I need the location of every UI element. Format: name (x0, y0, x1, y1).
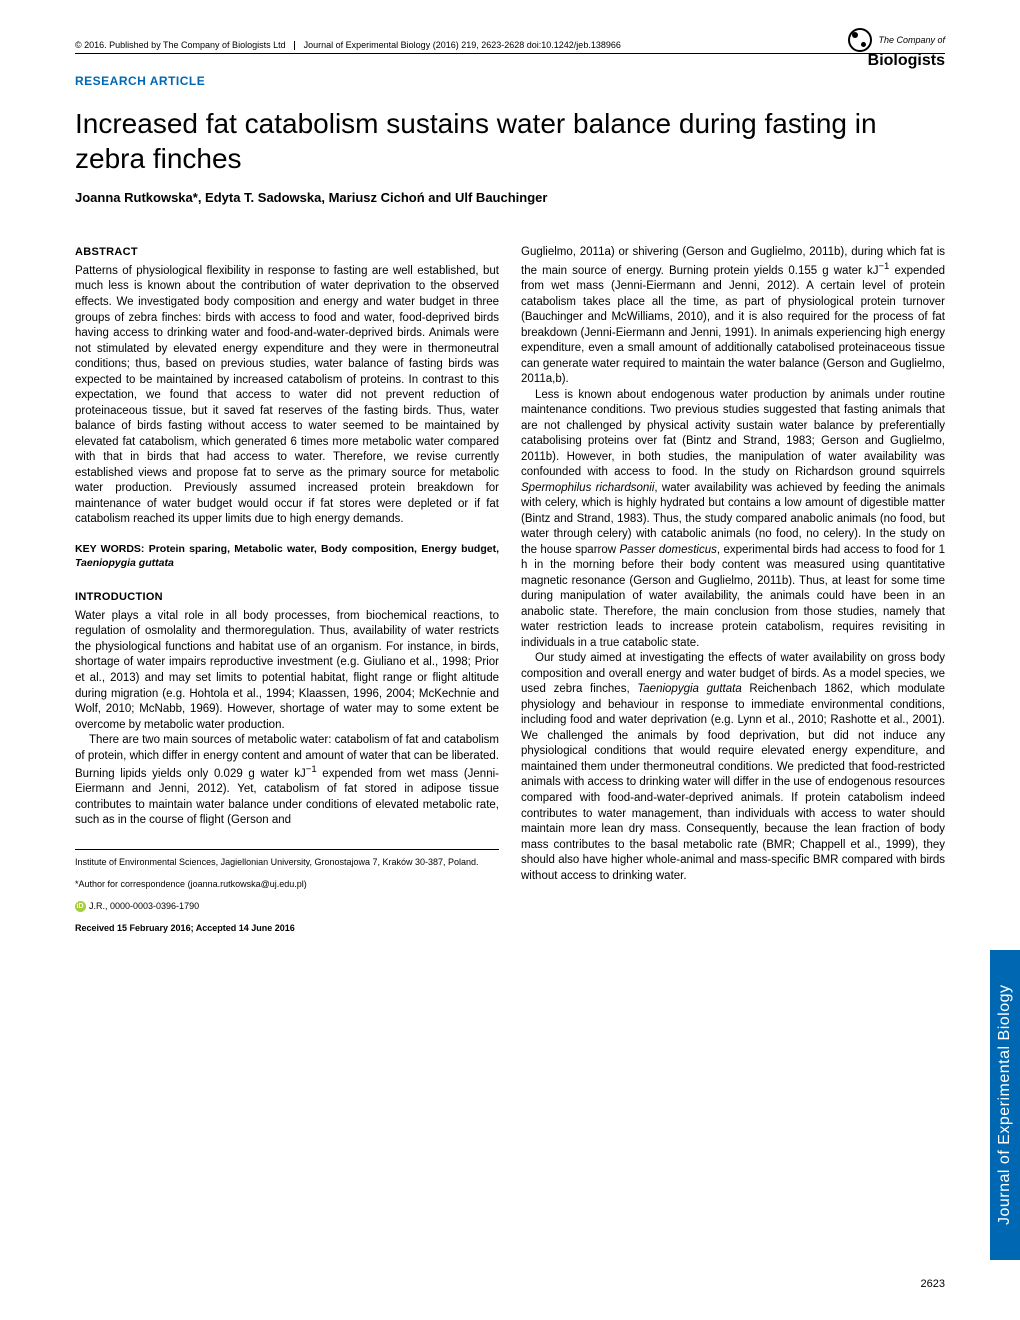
author-list: Joanna Rutkowska*, Edyta T. Sadowska, Ma… (75, 190, 945, 205)
keywords-species: Taeniopygia guttata (75, 557, 174, 569)
article-dates: Received 15 February 2016; Accepted 14 J… (75, 922, 499, 934)
species-3: Taeniopygia guttata (637, 683, 741, 695)
abstract-heading: ABSTRACT (75, 245, 499, 260)
keywords-line: KEY WORDS: Protein sparing, Metabolic wa… (75, 542, 499, 570)
species-1: Spermophilus richardsonii (521, 482, 654, 494)
right-para-3b: Reichenbach 1862, which modulate physiol… (521, 683, 945, 881)
journal-citation: Journal of Experimental Biology (2016) 2… (304, 40, 621, 50)
copyright-text: © 2016. Published by The Company of Biol… (75, 40, 286, 50)
journal-side-tab: Journal of Experimental Biology (990, 950, 1020, 1260)
abstract-body: Patterns of physiological flexibility in… (75, 264, 499, 528)
right-para-3: Our study aimed at investigating the eff… (521, 651, 945, 884)
publisher-logo: The Company of Biologists (848, 28, 945, 70)
page-number: 2623 (921, 1278, 945, 1290)
right-para-2: Less is known about endogenous water pro… (521, 388, 945, 652)
left-column: ABSTRACT Patterns of physiological flexi… (75, 245, 499, 934)
footer-section: Institute of Environmental Sciences, Jag… (75, 849, 499, 935)
orcid-icon (75, 901, 86, 912)
intro-para-1: Water plays a vital role in all body pro… (75, 609, 499, 733)
logo-tagline: The Company of (878, 35, 945, 45)
introduction-heading: INTRODUCTION (75, 590, 499, 605)
keywords-text: KEY WORDS: Protein sparing, Metabolic wa… (75, 543, 499, 555)
logo-name: Biologists (868, 52, 945, 69)
logo-circle-icon (848, 28, 872, 52)
species-2: Passer domesticus (620, 544, 717, 556)
right-para-1b: expended from wet mass (Jenni-Eiermann a… (521, 264, 945, 385)
header-separator (294, 41, 295, 50)
correspondence-text: *Author for correspondence (joanna.rutko… (75, 878, 499, 890)
article-type-label: RESEARCH ARTICLE (75, 74, 945, 88)
right-para-2c: , experimental birds had access to food … (521, 544, 945, 649)
right-para-2a: Less is known about endogenous water pro… (521, 389, 945, 479)
article-title: Increased fat catabolism sustains water … (75, 106, 945, 176)
affiliation-text: Institute of Environmental Sciences, Jag… (75, 856, 499, 868)
content-columns: ABSTRACT Patterns of physiological flexi… (75, 245, 945, 934)
intro-para-2: There are two main sources of metabolic … (75, 733, 499, 829)
orcid-id: J.R., 0000-0003-0396-1790 (89, 901, 199, 911)
right-column: Guglielmo, 2011a) or shivering (Gerson a… (521, 245, 945, 934)
right-para-1: Guglielmo, 2011a) or shivering (Gerson a… (521, 245, 945, 387)
header-citation: © 2016. Published by The Company of Biol… (75, 40, 945, 54)
orcid-line: J.R., 0000-0003-0396-1790 (75, 900, 499, 912)
